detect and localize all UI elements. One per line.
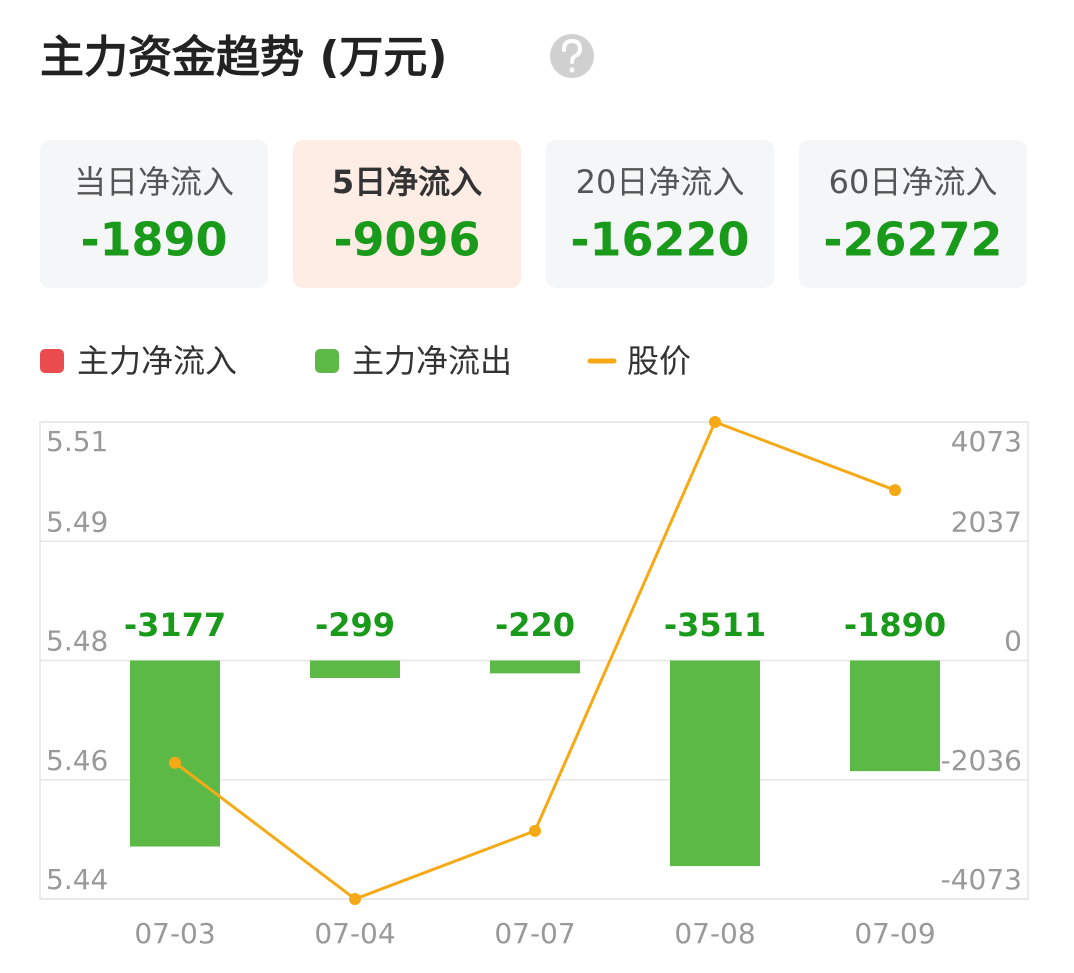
stat-label: 20日净流入 [576,163,745,201]
stat-value: -1890 [80,213,227,267]
stat-label: 5日净流入 [332,163,482,201]
y-tick-label: 5.44 [46,863,108,896]
y2-tick-label: -2036 [941,744,1022,777]
help-icon[interactable] [550,34,594,78]
title: 主力资金趋势 (万元) [40,32,448,83]
price-point [889,484,901,497]
y-tick-label: 5.46 [46,744,108,777]
value-label: -3511 [664,606,766,644]
legend-label: 股价 [627,342,691,380]
value-label: -3177 [124,606,226,644]
y2-tick-label: -4073 [941,863,1022,896]
stat-value: -16220 [570,213,749,267]
value-label: -220 [495,606,575,644]
value-label: -1890 [844,606,946,644]
stat-card[interactable] [799,140,1027,288]
value-label: -299 [315,606,395,644]
bar [850,660,940,772]
x-tick-label: 07-03 [134,917,215,950]
legend-swatch [40,349,64,373]
x-tick-label: 07-09 [854,917,935,950]
stat-card[interactable] [40,140,268,288]
help-circle [550,34,594,78]
legend-label: 主力净流出 [352,342,512,380]
y-tick-label: 5.49 [46,505,108,538]
price-point [529,824,541,837]
price-point [349,893,361,905]
bar [130,660,220,847]
stat-value: -9096 [333,213,480,267]
help-dot [569,67,575,73]
y-tick-label: 5.51 [46,425,108,458]
bar [670,660,760,867]
stat-label: 60日净流入 [829,163,998,201]
x-tick-label: 07-08 [674,917,755,950]
bar [310,660,400,679]
stat-card[interactable] [293,140,521,288]
price-point [709,416,721,428]
x-tick-label: 07-04 [314,917,395,950]
y2-tick-label: 0 [1004,625,1022,658]
y2-tick-label: 2037 [951,505,1022,538]
legend-swatch [315,349,339,373]
stat-value: -26272 [823,213,1002,267]
y-tick-label: 5.48 [46,625,108,658]
bar [490,660,580,674]
help-glyph [562,38,583,64]
price-point [169,756,181,769]
stat-card[interactable] [546,140,774,288]
x-tick-label: 07-07 [494,917,575,950]
stat-label: 当日净流入 [74,163,234,201]
legend-label: 主力净流入 [77,342,237,380]
y2-tick-label: 4073 [951,425,1022,458]
